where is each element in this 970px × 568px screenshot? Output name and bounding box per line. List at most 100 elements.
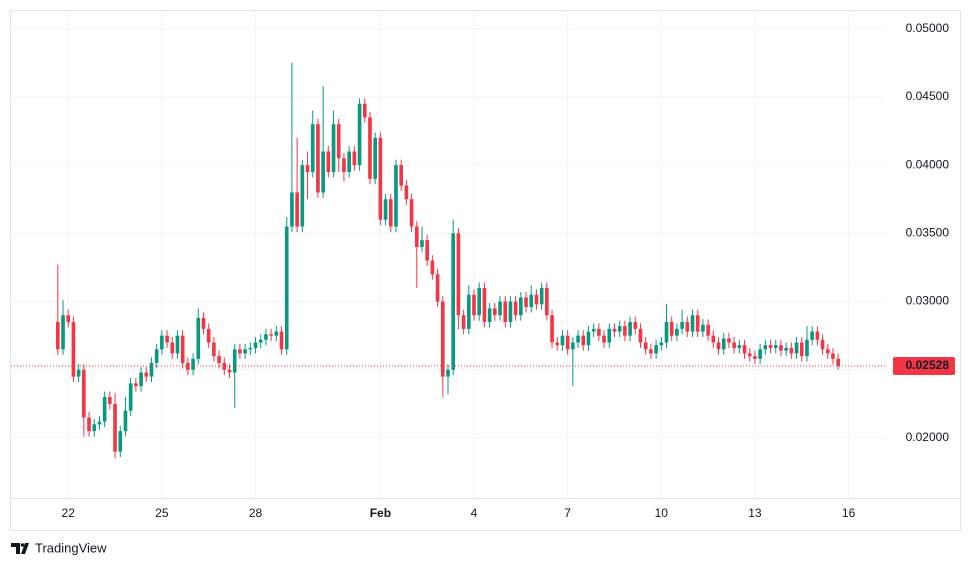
candle-body [555,342,560,346]
candle-body [154,349,159,363]
candle-body [711,335,716,343]
candle-body [290,192,294,227]
candle-body [706,324,710,336]
candle-body [732,342,736,348]
candle-body [623,326,627,336]
candle-body [186,362,190,370]
candle-body [269,334,273,336]
candle-body [97,421,102,425]
candle-body [326,151,331,172]
candle-body [144,372,149,377]
candle-body [576,335,580,343]
branding: TradingView [35,540,107,555]
candle-body [638,328,643,343]
candle-body [654,345,658,354]
candle-body [139,372,143,387]
candle-body [560,335,565,346]
candle-body [170,342,175,354]
candle-body [248,347,253,350]
candle-body [300,165,305,227]
candle-body [175,335,180,354]
candle-body [357,103,362,166]
candle-body [113,403,117,452]
candle-body [810,331,814,340]
candle-body [633,322,638,329]
candle-body [414,226,419,247]
candle-body [123,410,128,432]
x-tick-label: 7 [564,506,571,520]
candle-body [747,353,752,357]
candle-body [440,301,445,377]
x-tick-label: 25 [155,506,169,520]
candle-body [742,345,747,354]
y-tick-label: 0.02000 [906,430,950,444]
candle-body [258,339,263,343]
candle-body [279,331,284,350]
candle-body [534,294,539,305]
candle-body [612,328,617,332]
candle-body [820,339,825,350]
candle-body [779,345,783,351]
candle-body [799,342,804,357]
candle-body [82,369,86,418]
candle-body [274,331,279,336]
candle-body [529,294,534,308]
candle-body [597,328,601,336]
candle-body [92,424,97,432]
candle-body [659,342,664,346]
candle-body [378,137,383,220]
candle-body [721,338,726,350]
candle-body [472,294,476,316]
candle-body [695,315,700,332]
candle-body [753,356,757,359]
candle-body [680,322,684,329]
candle-body [76,369,81,377]
x-tick-label: 28 [249,506,263,520]
candle-body [321,151,325,193]
candle-body [388,199,393,227]
candle-body [581,335,586,346]
candle-body [305,165,310,172]
last-price-box [893,356,955,375]
candle-body [165,335,169,343]
candle-body [108,397,112,404]
candle-body [487,308,492,323]
candle-body [571,342,575,350]
candle-body [539,287,544,305]
candle-body [498,301,502,316]
candle-body [466,294,471,329]
candle-body [508,301,513,323]
candle-body [461,315,466,329]
candle-body [482,287,487,323]
candle-body [805,339,809,357]
x-tick-label: 22 [62,506,76,520]
candle-body [409,199,414,227]
candle-body [61,315,65,350]
candle-body [102,397,107,422]
candle-body [134,383,138,387]
candle-body [227,369,232,373]
candle-body [420,240,424,247]
candle-body [373,137,377,179]
candle-body [513,301,518,316]
candle-body [794,342,799,354]
candle-body [128,383,133,411]
candle-body [716,342,721,350]
candle-body [690,315,695,332]
candle-body [617,326,622,332]
candle-body [628,322,632,336]
candle-body [675,328,679,336]
candle-body [477,287,482,316]
candle-body [435,274,440,302]
x-tick-label: 10 [655,506,669,520]
candle-body [664,322,669,343]
candle-body [149,362,154,377]
candle-body [836,358,840,366]
candle-body [191,358,195,370]
candle-body [201,317,206,329]
candle-body [342,158,346,172]
x-tick-label: Feb [370,506,391,520]
candle-body [243,349,247,354]
candle-body [773,345,778,348]
